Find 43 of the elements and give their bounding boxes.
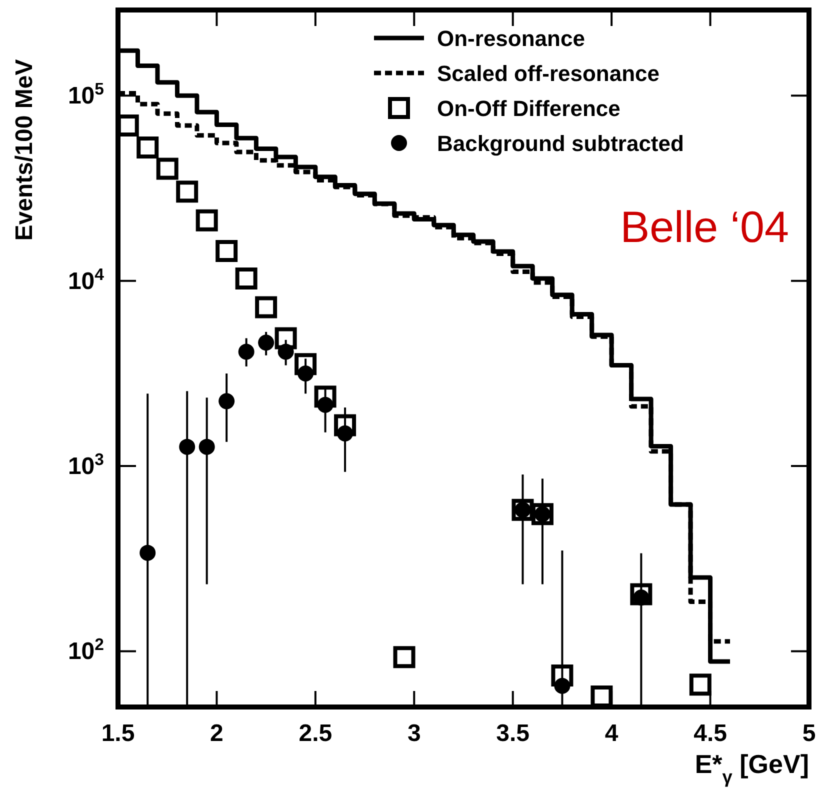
y-axis-title: Events/100 MeV — [11, 59, 38, 241]
point — [334, 414, 356, 436]
point — [196, 209, 218, 232]
point — [156, 158, 178, 180]
point — [278, 344, 294, 360]
point — [235, 267, 258, 290]
point — [136, 136, 159, 158]
point — [176, 180, 198, 203]
y-tick-label: 10$^{4}$ — [68, 264, 105, 295]
x-tick-label: 1.5 — [101, 720, 135, 747]
y-tick-label: 10$^{2}$ — [68, 634, 104, 666]
x-tick-label: 3 — [407, 720, 421, 747]
point — [630, 583, 652, 606]
point — [140, 544, 156, 561]
x-axis-title: E*$_{γ}$ [GeV] — [694, 749, 809, 787]
legend-label: On-resonance — [437, 26, 585, 51]
y-tick-label: 10$^{5}$ — [68, 79, 104, 110]
point — [554, 678, 570, 694]
legend-label: Background subtracted — [437, 131, 684, 156]
point — [393, 646, 416, 668]
point — [274, 327, 297, 350]
point — [294, 353, 317, 376]
legend-label: On-Off Difference — [437, 96, 620, 121]
x-tick-label: 3.5 — [496, 720, 530, 747]
point — [551, 664, 574, 686]
point — [198, 438, 215, 455]
annotation: Belle ‘04 — [620, 203, 789, 252]
x-tick-label: 2 — [210, 720, 224, 747]
x-tick-label: 4 — [604, 720, 619, 747]
x-tick-label: 4.5 — [694, 720, 727, 747]
point — [314, 386, 336, 408]
x-tick-label: 2.5 — [298, 720, 332, 747]
point — [216, 240, 238, 262]
point — [689, 674, 712, 696]
point — [255, 296, 278, 318]
point — [218, 393, 235, 410]
point — [298, 366, 314, 382]
point — [238, 344, 254, 360]
point — [179, 438, 196, 455]
y-tick-label: 10$^{3}$ — [68, 450, 104, 480]
point — [258, 334, 274, 351]
legend-label: Scaled off-resonance — [437, 61, 660, 86]
x-tick-label: 5 — [802, 720, 816, 747]
